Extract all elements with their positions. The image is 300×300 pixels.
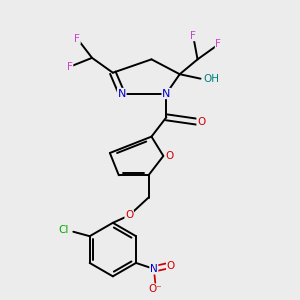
Text: N: N xyxy=(150,264,158,274)
Text: F: F xyxy=(215,40,221,50)
Text: Cl: Cl xyxy=(58,225,69,235)
Text: O: O xyxy=(125,210,133,220)
Text: OH: OH xyxy=(203,74,219,84)
Text: F: F xyxy=(67,62,73,72)
Text: O: O xyxy=(167,261,175,271)
Text: F: F xyxy=(190,31,196,40)
Text: O: O xyxy=(165,151,173,161)
Text: F: F xyxy=(74,34,80,44)
Text: O⁻: O⁻ xyxy=(148,284,162,294)
Text: O: O xyxy=(197,117,205,127)
Text: N: N xyxy=(162,88,170,98)
Text: N: N xyxy=(118,88,126,98)
